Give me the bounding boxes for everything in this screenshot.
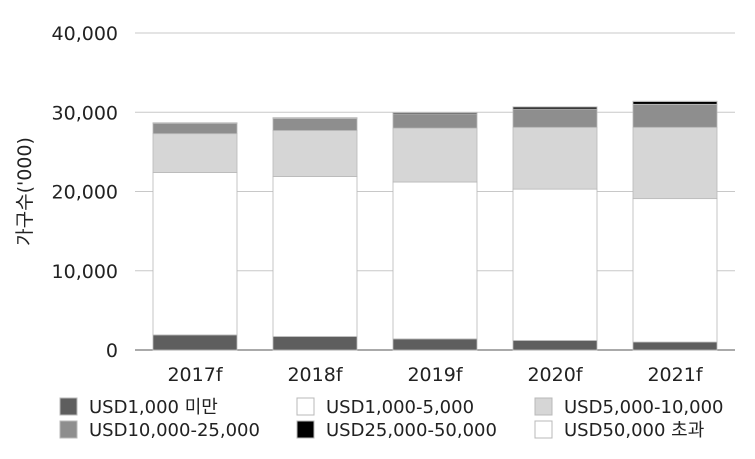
legend-label: USD25,000-50,000 xyxy=(326,420,497,441)
legend-label: USD50,000 초과 xyxy=(564,420,704,441)
bar-segment-2 xyxy=(632,126,718,200)
bar-segment-0 xyxy=(152,334,238,351)
bar-segment-3 xyxy=(632,103,718,128)
legend-label: USD1,000-5,000 xyxy=(326,397,474,418)
y-tick-label: 20,000 xyxy=(52,182,118,204)
legend-label: USD10,000-25,000 xyxy=(89,420,260,441)
bar-segment-1 xyxy=(152,172,238,336)
bar-stack-2020f xyxy=(512,106,598,351)
legend-swatch xyxy=(534,397,553,416)
legend-label: USD5,000-10,000 xyxy=(564,397,723,418)
legend-item: USD25,000-50,000 xyxy=(296,420,497,441)
y-tick-label: 30,000 xyxy=(52,102,118,124)
bar-segment-0 xyxy=(632,341,718,351)
legend-swatch xyxy=(59,397,78,416)
legend-swatch xyxy=(59,420,78,439)
bar-segment-3 xyxy=(152,122,238,135)
y-tick-label: 10,000 xyxy=(52,261,118,283)
bar-segment-1 xyxy=(392,181,478,340)
bar-segment-4 xyxy=(632,101,718,105)
x-tick-label: 2017f xyxy=(167,364,223,386)
bar-segment-1 xyxy=(272,176,358,337)
bar-segment-3 xyxy=(272,118,358,131)
legend-item: USD5,000-10,000 xyxy=(534,397,723,418)
y-tick-label: 0 xyxy=(106,340,118,362)
bar-stack-2017f xyxy=(152,122,238,351)
bar-stack-2021f xyxy=(632,100,718,351)
bar-segment-3 xyxy=(392,113,478,129)
y-axis-label: 가구수('000) xyxy=(14,137,36,246)
legend: USD1,000 미만 USD1,000-5,000 USD5,000-10,000… xyxy=(59,397,723,441)
legend-swatch xyxy=(296,397,315,416)
bar-stack-2019f xyxy=(392,112,478,351)
legend-item: USD1,000 미만 xyxy=(59,397,218,418)
legend-swatch xyxy=(296,420,315,439)
bar-segment-1 xyxy=(512,188,598,341)
x-tick-label: 2020f xyxy=(527,364,583,386)
bar-segment-2 xyxy=(512,126,598,190)
y-axis-ticks: 0 10,000 20,000 30,000 40,000 xyxy=(52,23,118,362)
bar-segment-1 xyxy=(632,198,718,343)
bar-segment-2 xyxy=(392,127,478,183)
bar-stacks xyxy=(152,100,718,351)
bar-segment-0 xyxy=(392,338,478,351)
legend-item: USD10,000-25,000 xyxy=(59,420,260,441)
legend-item: USD1,000-5,000 xyxy=(296,397,474,418)
bar-stack-2018f xyxy=(272,117,358,351)
x-axis-ticks: 2017f 2018f 2019f 2020f 2021f xyxy=(167,364,703,386)
x-tick-label: 2018f xyxy=(287,364,343,386)
legend-item: USD50,000 초과 xyxy=(534,420,704,441)
y-tick-label: 40,000 xyxy=(52,23,118,45)
x-tick-label: 2019f xyxy=(407,364,463,386)
bar-segment-2 xyxy=(152,133,238,173)
x-tick-label: 2021f xyxy=(647,364,703,386)
legend-label: USD1,000 미만 xyxy=(89,397,218,418)
legend-swatch xyxy=(534,420,553,439)
bar-segment-0 xyxy=(512,340,598,351)
bar-segment-0 xyxy=(272,336,358,351)
bar-segment-2 xyxy=(272,130,358,177)
bar-segment-3 xyxy=(512,108,598,128)
